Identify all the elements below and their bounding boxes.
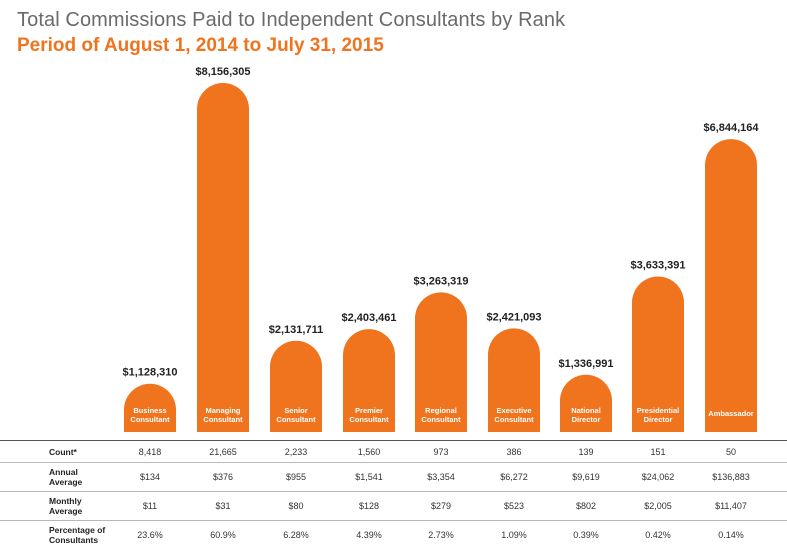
table-row: Monthly Average $11 $31 $80 $128 $279 $523 $802… [0, 491, 787, 520]
table-cell: 1,560 [357, 446, 381, 457]
bar-value-label-6: $1,336,991 [558, 358, 613, 370]
bar-value-label-0: $1,128,310 [122, 367, 177, 379]
table-cell: 60.9% [210, 530, 236, 540]
table-cell: 2,233 [284, 446, 308, 457]
table-cell: $9,619 [572, 472, 600, 482]
table-cell: 151 [650, 446, 666, 457]
table-cell: 0.42% [645, 530, 671, 540]
table-cell: $1,541 [355, 472, 383, 482]
row-label: Count* [49, 446, 77, 457]
bar-5 [488, 328, 540, 432]
table-cell: 0.39% [573, 530, 599, 540]
category-label-8: Ambassador [708, 409, 754, 418]
table-cell: $31 [215, 501, 231, 511]
table-cell: 21,665 [209, 446, 237, 457]
table-cell: $2,005 [644, 501, 672, 511]
table-cell: 6.28% [283, 530, 309, 540]
table-row: Annual Average $134 $376 $955 $1,541 $3,354 $6… [0, 462, 787, 491]
table-cell: 50 [725, 446, 737, 457]
table-cell: $24,062 [641, 472, 675, 482]
bar-chart: $1,128,310 Business Consultant $8,156,305 Ma… [122, 66, 759, 432]
table-cell: $802 [575, 501, 597, 511]
bar-2 [270, 340, 322, 432]
table-cell: 4.39% [356, 530, 382, 540]
table-cell: 973 [433, 446, 449, 457]
bar-value-label-8: $6,844,164 [703, 122, 759, 134]
table-cell: 386 [506, 446, 522, 457]
table-cell: $11,407 [715, 501, 747, 511]
bar-6 [560, 374, 612, 432]
bar-0 [124, 383, 176, 432]
bar-1 [197, 83, 249, 432]
row-label: Monthly Average [49, 496, 83, 516]
bar-8 [705, 139, 757, 432]
category-label-5: Executive Consultant [494, 406, 534, 424]
table-cell: 23.6% [137, 530, 163, 540]
table-cell: 2.73% [428, 530, 454, 540]
table-cell: $136,883 [712, 472, 750, 482]
bar-value-label-4: $3,263,319 [413, 275, 468, 287]
category-label-2: Senior Consultant [276, 406, 316, 424]
category-label-0: Business Consultant [130, 406, 170, 424]
chart-subtitle: Period of August 1, 2014 to July 31, 201… [17, 35, 384, 56]
category-label-1: Managing Consultant [203, 406, 243, 424]
table-cell: $6,272 [500, 472, 528, 482]
row-label: Percentage of Consultants [49, 525, 106, 545]
bar-value-label-1: $8,156,305 [195, 66, 250, 78]
bar-7 [632, 276, 684, 432]
stats-table: Count* 8,418 21,665 2,233 1,560 973 386 139 151 5… [0, 440, 787, 549]
bar-value-label-2: $2,131,711 [269, 324, 323, 336]
row-label: Annual Average [49, 467, 83, 487]
table-cell: $523 [503, 501, 525, 511]
table-cell: 0.14% [718, 530, 744, 540]
table-cell: $134 [139, 472, 161, 482]
bar-4 [415, 292, 467, 432]
table-cell: 139 [578, 446, 594, 457]
category-label-7: Presidential Director [637, 406, 680, 424]
bar-value-label-3: $2,403,461 [341, 312, 396, 324]
table-cell: $128 [358, 501, 380, 511]
table-cell: $376 [212, 472, 234, 482]
bar-value-label-5: $2,421,093 [486, 311, 541, 323]
table-cell: $279 [430, 501, 452, 511]
table-cell: 8,418 [138, 446, 162, 457]
table-cell: 1.09% [501, 530, 527, 540]
category-label-3: Premier Consultant [349, 406, 389, 424]
table-cell: $955 [285, 472, 307, 482]
table-cell: $80 [288, 501, 304, 511]
chart-title: Total Commissions Paid to Independent Co… [17, 9, 566, 31]
table-cell: $3,354 [427, 472, 455, 482]
bar-3 [343, 329, 395, 432]
table-row: Percentage of Consultants 23.6% 60.9% 6.28%… [0, 520, 787, 549]
table-cell: $11 [142, 501, 158, 511]
table-row: Count* 8,418 21,665 2,233 1,560 973 386 139 151 5… [0, 440, 787, 462]
category-label-6: National Director [571, 406, 601, 424]
bar-value-label-7: $3,633,391 [630, 260, 685, 272]
category-label-4: Regional Consultant [421, 406, 461, 424]
